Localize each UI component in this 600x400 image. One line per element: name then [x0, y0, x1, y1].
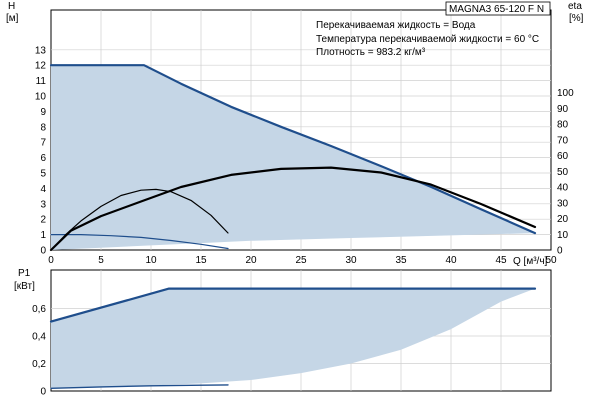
h-tick-label: 10	[35, 92, 47, 103]
upper-envelope-polygon	[51, 65, 535, 250]
power-panel: 0 0,2 0,4 0,6 P1 [кВт]	[14, 268, 552, 398]
q-tick-label: 10	[145, 255, 157, 266]
h-tick-label: 13	[35, 45, 47, 56]
eta-axis-label-line-2: [%]	[569, 13, 584, 24]
head-efficiency-panel: 0 5 10 15 20 25 30 35 40 45 50 012345678910111213 …	[6, 1, 584, 267]
h-axis-label-line-1: H	[8, 1, 15, 12]
h-tick-label: 7	[40, 138, 46, 149]
h-tick-label: 3	[40, 199, 46, 210]
curve-power-min	[50, 384, 229, 389]
h-tick-label: 6	[40, 153, 46, 164]
upper-x-tick-labels: 0 5 10 15 20 25 30 35 40 45 50	[48, 255, 557, 266]
eta-axis-label-line-1: eta	[568, 1, 582, 12]
q-tick-label: 5	[98, 255, 104, 266]
h-tick-label: 8	[40, 122, 46, 133]
q-tick-label: 35	[395, 255, 407, 266]
h-tick-label: 1	[40, 230, 46, 241]
h-axis-label-line-2: [м]	[6, 13, 19, 24]
q-tick-label: 20	[245, 255, 257, 266]
h-tick-label: 2	[40, 215, 46, 226]
p1-tick-label: 0	[40, 387, 46, 398]
curve-power-max	[49, 287, 537, 323]
info-line-density: Плотность = 983.2 кг/м³	[316, 47, 426, 58]
eta-tick-label: 30	[557, 198, 569, 209]
upper-envelope-area	[51, 65, 535, 250]
lower-envelope-area	[51, 288, 535, 389]
curve-eta-min	[50, 188, 229, 251]
lower-y-tick-labels: 0 0,2 0,4 0,6	[32, 304, 46, 398]
upper-y2-tick-labels: 0 10 20 30 40 50 60 70 80 90 100	[557, 88, 574, 257]
h-tick-label: 11	[36, 76, 47, 87]
q-tick-label: 25	[295, 255, 307, 266]
upper-curves	[49, 64, 537, 252]
eta-tick-label: 10	[557, 230, 569, 241]
p1-axis-label-line-1: P1	[18, 268, 31, 279]
eta-tick-label: 40	[557, 183, 569, 194]
p1-axis-label-line-2: [кВт]	[14, 281, 35, 292]
p1-tick-label: 0,4	[32, 332, 46, 343]
h-tick-label: 9	[40, 107, 46, 118]
model-label-box	[445, 1, 551, 16]
eta-tick-label: 100	[557, 88, 574, 99]
lower-envelope-polygon	[51, 288, 535, 389]
p1-tick-label: 0,2	[32, 359, 46, 370]
q-tick-label: 30	[345, 255, 357, 266]
q-tick-label: 40	[445, 255, 457, 266]
info-line-fluid: Перекачиваемая жидкость = Вода	[316, 20, 476, 31]
info-line-temperature: Температура перекачиваемой жидкости = 60…	[316, 34, 539, 45]
eta-tick-label: 0	[557, 246, 563, 257]
p1-tick-label: 0,6	[32, 304, 46, 315]
q-tick-label: 45	[495, 255, 507, 266]
h-tick-label: 12	[35, 61, 47, 72]
eta-tick-label: 50	[557, 167, 569, 178]
q-tick-label: 50	[545, 255, 557, 266]
curve-head-max	[49, 64, 537, 235]
h-tick-label: 5	[40, 169, 46, 180]
eta-tick-label: 80	[557, 120, 569, 131]
eta-tick-label: 20	[557, 214, 569, 225]
curve-eta-max	[49, 166, 537, 252]
curve-head-min	[50, 234, 229, 250]
eta-tick-label: 90	[557, 104, 569, 115]
h-tick-label: 4	[40, 184, 46, 195]
lower-curves	[49, 287, 537, 389]
eta-tick-label: 60	[557, 151, 569, 162]
h-tick-label: 0	[40, 246, 46, 257]
q-tick-label: 0	[48, 255, 54, 266]
q-tick-label: 15	[195, 255, 207, 266]
eta-tick-label: 70	[557, 135, 569, 146]
model-label: MAGNA3 65-120 F N	[449, 4, 544, 15]
q-axis-label: Q [м³/ч]	[513, 256, 548, 267]
